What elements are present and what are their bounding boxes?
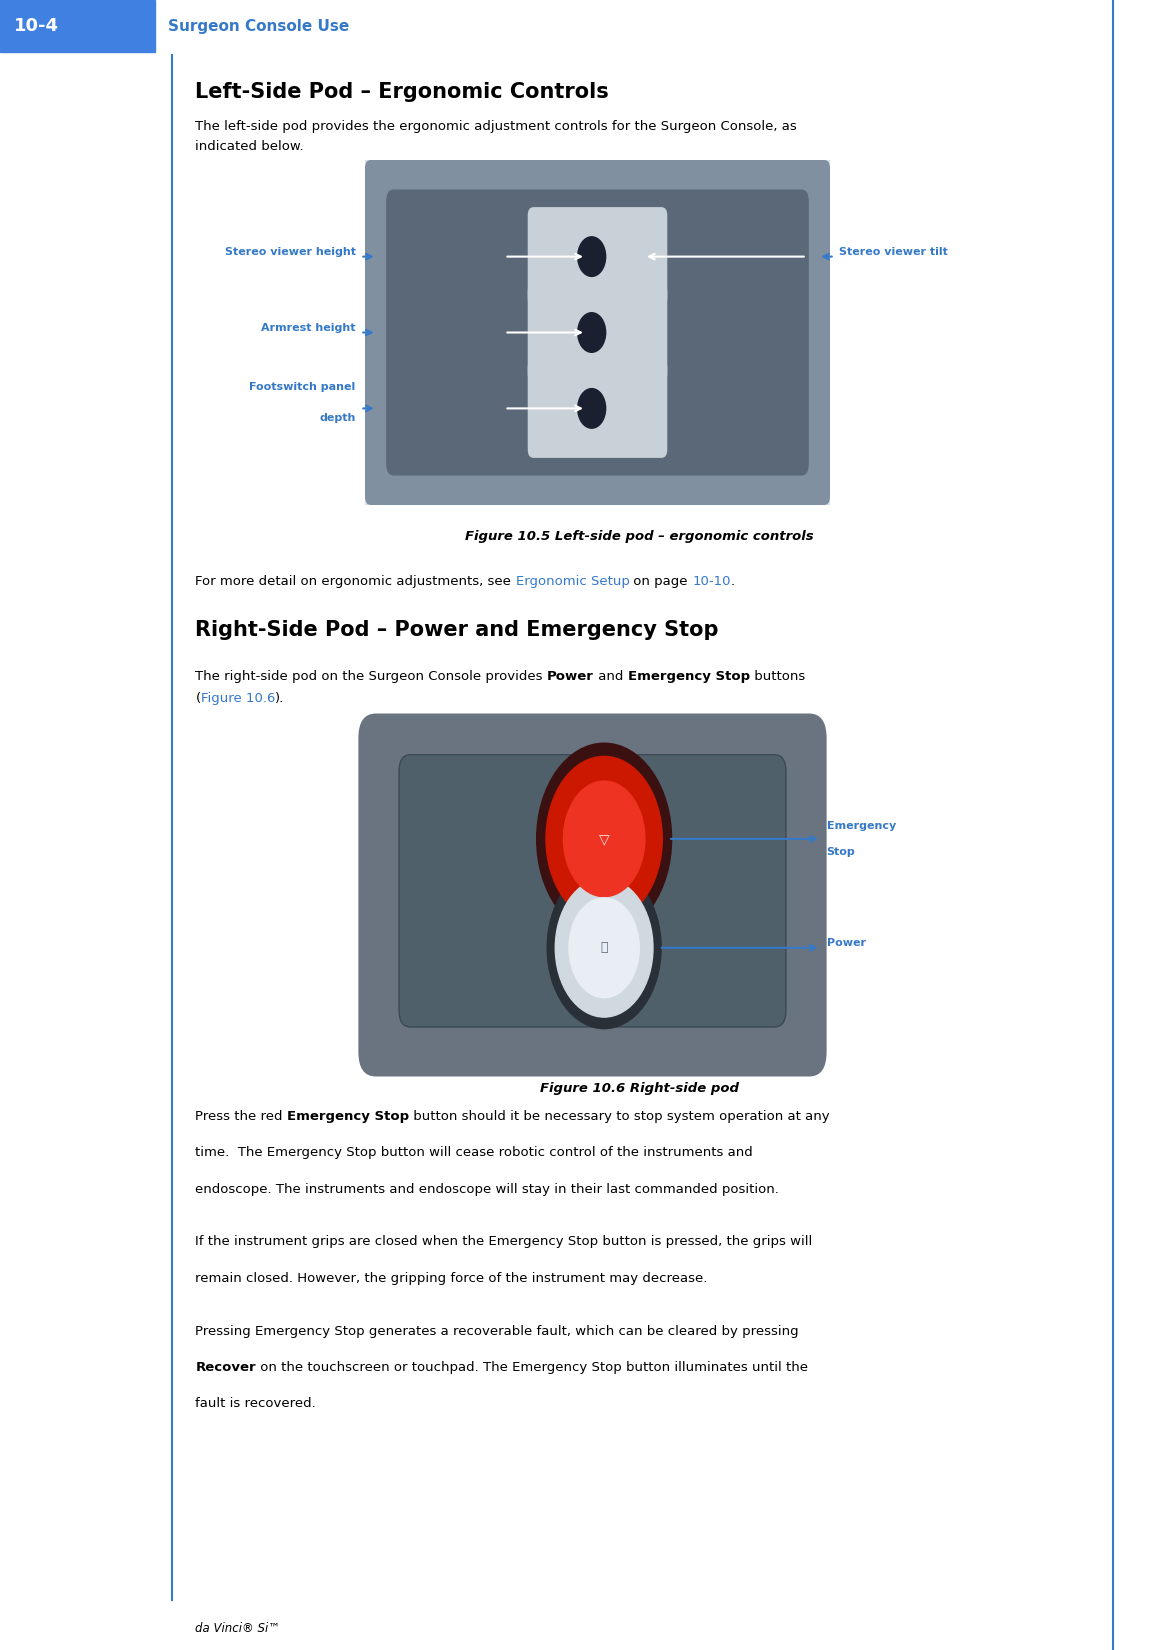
Text: The right-side pod on the Surgeon Console provides: The right-side pod on the Surgeon Consol… [195, 670, 547, 683]
Text: remain closed. However, the gripping force of the instrument may decrease.: remain closed. However, the gripping for… [195, 1272, 708, 1285]
Text: Ergonomic Setup: Ergonomic Setup [515, 574, 629, 587]
Text: da Vinci® Si™: da Vinci® Si™ [195, 1622, 280, 1635]
Text: Right-Side Pod – Power and Emergency Stop: Right-Side Pod – Power and Emergency Sto… [195, 620, 719, 640]
FancyBboxPatch shape [528, 360, 668, 459]
Text: Power: Power [547, 670, 594, 683]
Text: For more detail on ergonomic adjustments, see: For more detail on ergonomic adjustments… [195, 574, 515, 587]
Text: button should it be necessary to stop system operation at any: button should it be necessary to stop sy… [409, 1110, 830, 1124]
Text: Emergency: Emergency [827, 820, 896, 830]
Text: Power: Power [827, 937, 865, 947]
Text: 10-4: 10-4 [14, 16, 59, 35]
Text: ).: ). [274, 691, 284, 705]
Text: Emergency Stop: Emergency Stop [628, 670, 750, 683]
FancyBboxPatch shape [358, 713, 827, 1076]
Circle shape [578, 314, 606, 353]
Text: endoscope. The instruments and endoscope will stay in their last commanded posit: endoscope. The instruments and endoscope… [195, 1183, 779, 1196]
Text: Press the red: Press the red [195, 1110, 287, 1124]
Bar [0, 0, 155, 53]
Text: The left-side pod provides the ergonomic adjustment controls for the Surgeon Con: The left-side pod provides the ergonomic… [195, 120, 797, 134]
Circle shape [578, 238, 606, 277]
Circle shape [547, 866, 661, 1028]
Bar [365, 160, 830, 505]
Circle shape [569, 898, 640, 998]
Text: Surgeon Console Use: Surgeon Console Use [167, 18, 349, 33]
Bar [370, 729, 815, 1059]
Text: and: and [594, 670, 628, 683]
Text: depth: depth [320, 414, 356, 424]
Text: time.  The Emergency Stop button will cease robotic control of the instruments a: time. The Emergency Stop button will cea… [195, 1147, 754, 1160]
FancyBboxPatch shape [365, 160, 830, 505]
Text: If the instrument grips are closed when the Emergency Stop button is pressed, th: If the instrument grips are closed when … [195, 1236, 813, 1249]
FancyBboxPatch shape [528, 284, 668, 383]
Circle shape [578, 389, 606, 429]
Text: Pressing Emergency Stop generates a recoverable fault, which can be cleared by p: Pressing Emergency Stop generates a reco… [195, 1325, 799, 1338]
FancyBboxPatch shape [385, 188, 811, 477]
Text: Stereo viewer height: Stereo viewer height [224, 246, 356, 257]
Text: Left-Side Pod – Ergonomic Controls: Left-Side Pod – Ergonomic Controls [195, 82, 609, 102]
Circle shape [563, 780, 644, 896]
Text: Stop: Stop [827, 846, 855, 856]
Text: Stereo viewer tilt: Stereo viewer tilt [840, 246, 948, 257]
Text: 10-10: 10-10 [692, 574, 730, 587]
FancyBboxPatch shape [399, 754, 786, 1026]
Circle shape [555, 878, 652, 1016]
Text: Recover: Recover [195, 1361, 256, 1374]
Circle shape [545, 756, 662, 921]
Text: ▽: ▽ [599, 832, 609, 846]
Circle shape [536, 742, 671, 934]
Text: Armrest height: Armrest height [262, 322, 356, 333]
FancyBboxPatch shape [528, 208, 668, 307]
Text: Figure 10.6 Right-side pod: Figure 10.6 Right-side pod [540, 1082, 740, 1096]
Text: Footswitch panel: Footswitch panel [249, 381, 356, 393]
Text: buttons: buttons [750, 670, 805, 683]
Text: Figure 10.5 Left-side pod – ergonomic controls: Figure 10.5 Left-side pod – ergonomic co… [465, 530, 814, 543]
Text: fault is recovered.: fault is recovered. [195, 1398, 316, 1411]
Text: (: ( [195, 691, 200, 705]
Text: .: . [730, 574, 735, 587]
Text: Figure 10.6: Figure 10.6 [200, 691, 274, 705]
Text: on the touchscreen or touchpad. The Emergency Stop button illuminates until the: on the touchscreen or touchpad. The Emer… [256, 1361, 808, 1374]
Text: indicated below.: indicated below. [195, 140, 304, 153]
Text: ⏻: ⏻ [600, 940, 608, 954]
Text: on page: on page [629, 574, 692, 587]
Text: Emergency Stop: Emergency Stop [287, 1110, 409, 1124]
